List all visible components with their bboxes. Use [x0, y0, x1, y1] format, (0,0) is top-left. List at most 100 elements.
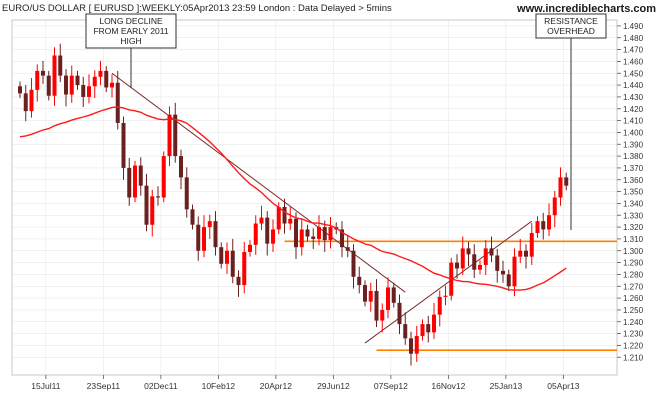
candle: [437, 290, 442, 327]
candle: [518, 238, 523, 264]
x-tick-label: 20Apr12: [260, 381, 292, 391]
candle: [92, 70, 97, 99]
candle: [524, 244, 528, 269]
candle-body: [202, 227, 206, 251]
candle-body: [144, 185, 149, 225]
candle: [305, 224, 310, 242]
candle: [184, 167, 189, 218]
candle: [558, 167, 563, 206]
candle: [426, 315, 431, 343]
candle-body: [547, 215, 551, 230]
candle: [420, 319, 425, 341]
candle: [443, 285, 448, 306]
candle: [87, 74, 91, 104]
candle-body: [552, 197, 557, 216]
decline-annotation-box: [85, 13, 177, 49]
candle: [328, 217, 333, 249]
candle-body: [529, 233, 534, 257]
resistance-annotation-line-1: RESISTANCE: [544, 16, 598, 26]
candle: [271, 219, 275, 252]
candle: [472, 244, 477, 278]
candle-body: [288, 218, 293, 224]
plot-area: [11, 19, 618, 376]
candle: [236, 270, 241, 297]
candle-body: [276, 206, 281, 230]
candle: [179, 149, 183, 190]
candle: [403, 312, 408, 345]
x-tick-label: 05Apr13: [547, 381, 579, 391]
candle: [230, 238, 235, 284]
candle-body: [87, 86, 91, 97]
candle: [41, 60, 45, 84]
candle-body: [363, 285, 367, 302]
candle-body: [397, 302, 402, 325]
candle-body: [138, 165, 143, 186]
moving-average: [19, 106, 567, 291]
candle-body: [558, 177, 563, 198]
candle-body: [69, 75, 74, 95]
candle-body: [104, 70, 109, 88]
grid-lines: [12, 20, 617, 375]
y-tick-label: 1.270: [623, 282, 644, 291]
y-tick-label: 1.310: [623, 235, 644, 244]
candle-body: [29, 89, 34, 112]
candle-body: [506, 274, 511, 287]
candle-body: [207, 221, 212, 228]
candle: [466, 241, 471, 267]
y-tick-label: 1.400: [623, 128, 644, 137]
candle-body: [368, 290, 373, 302]
x-tick-label: 29Jun12: [317, 381, 350, 391]
candle: [432, 302, 436, 339]
x-tick-label: 07Sep12: [374, 381, 408, 391]
decline-annotation-line-2: FROM EARLY 2011: [93, 26, 168, 36]
candle: [161, 151, 166, 203]
y-tick-label: 1.440: [623, 81, 644, 90]
y-tick-label: 1.480: [623, 34, 644, 43]
candle-body: [41, 70, 45, 76]
candle: [547, 203, 551, 236]
candle: [478, 260, 482, 275]
y-tick-label: 1.390: [623, 140, 644, 149]
candle-body: [455, 262, 459, 269]
candle: [294, 212, 298, 260]
candle-body: [299, 229, 304, 248]
candle-body: [190, 209, 195, 225]
candle: [150, 189, 155, 237]
candle-body: [305, 229, 310, 237]
y-tick-label: 1.230: [623, 330, 644, 339]
x-tick-label: 16Nov12: [431, 381, 465, 391]
candle: [363, 280, 367, 307]
candle-body: [409, 338, 413, 354]
candle-body: [167, 114, 172, 157]
x-tick-label: 10Feb12: [202, 381, 236, 391]
candle: [115, 70, 120, 130]
y-tick-label: 1.430: [623, 93, 644, 102]
candle-body: [196, 224, 201, 251]
x-axis-ticks: 15Jul11 23Sep11 02Dec11 10Feb12 20Apr12 29Jun…: [31, 375, 580, 391]
candle-body: [242, 251, 247, 286]
candle-body: [18, 86, 22, 94]
candle-body: [46, 75, 51, 96]
y-tick-label: 1.250: [623, 306, 644, 315]
y-tick-label: 1.470: [623, 46, 644, 55]
candle-body: [92, 76, 97, 87]
trendline: [364, 220, 533, 344]
candle-body: [294, 218, 298, 248]
candle: [225, 242, 229, 274]
candle: [29, 77, 34, 118]
trendline: [111, 72, 406, 293]
site-link[interactable]: www.incrediblecharts.com: [516, 3, 656, 15]
candle-body: [340, 229, 344, 248]
candle-body: [564, 177, 569, 186]
y-tick-label: 1.280: [623, 270, 644, 279]
candle: [75, 70, 80, 90]
candle-body: [213, 221, 218, 248]
candle: [81, 76, 86, 107]
candle-body: [437, 296, 442, 315]
decline-annotation-line-1: LONG DECLINE: [99, 16, 163, 26]
candle: [167, 106, 172, 167]
candlesticks: [18, 43, 569, 366]
candle: [259, 205, 264, 231]
candle: [317, 215, 321, 246]
